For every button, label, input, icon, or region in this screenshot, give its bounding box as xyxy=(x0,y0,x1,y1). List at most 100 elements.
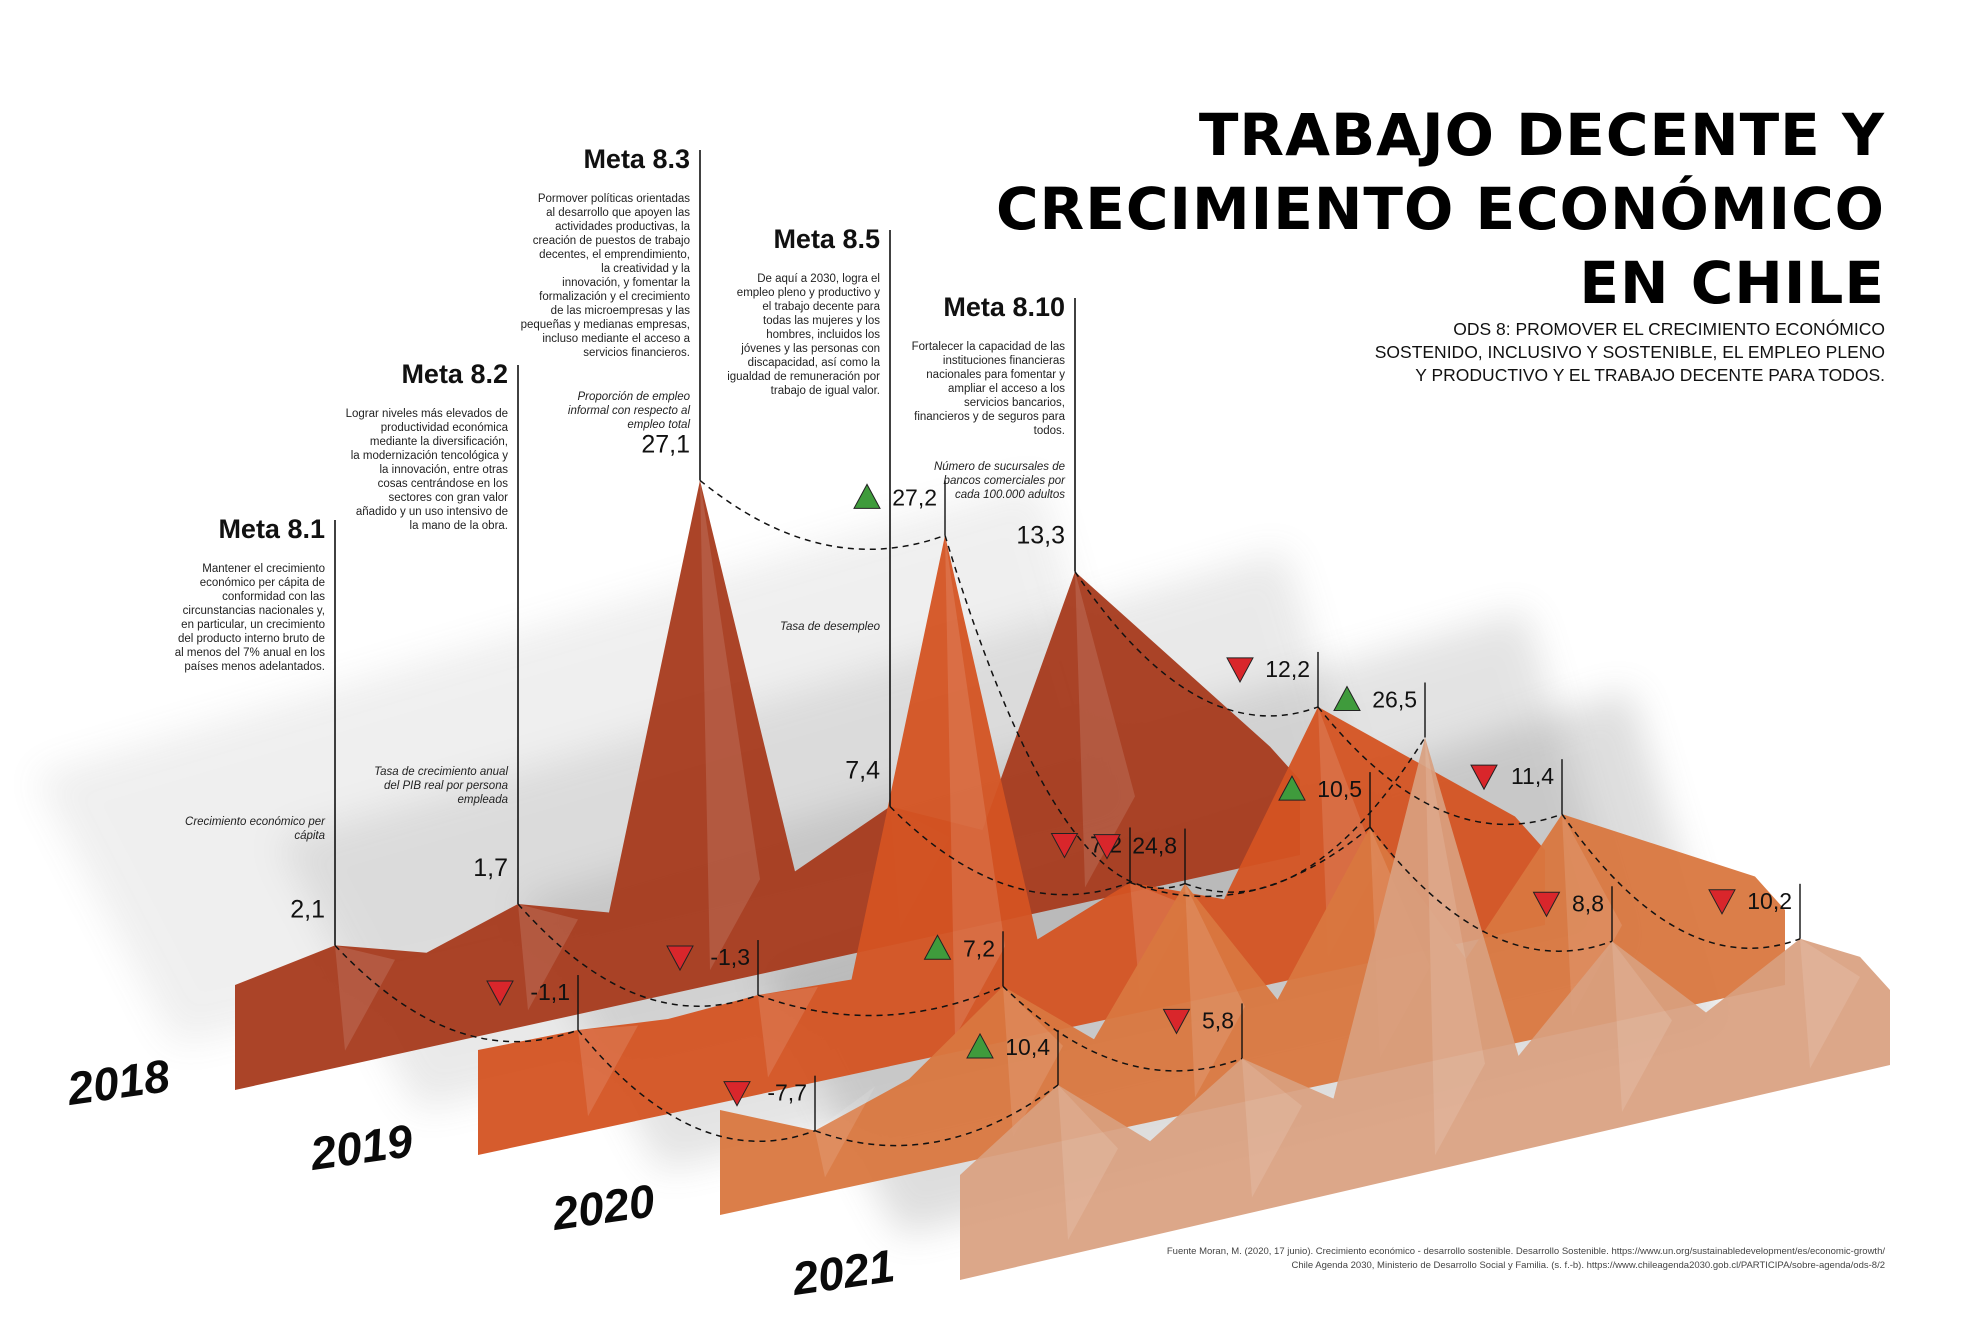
year-label-2021: 2021 xyxy=(788,1239,898,1305)
value-label-2020: 11,4 xyxy=(1511,763,1554,789)
meta-description-line: al desarrollo que apoyen las xyxy=(546,207,690,219)
value-label-2018: 13,3 xyxy=(1016,522,1065,550)
meta-description-line: innovación, y fomentar la xyxy=(562,277,690,289)
peak-facet xyxy=(1003,986,1063,1137)
meta-description-line: todos. xyxy=(1034,425,1065,437)
meta-description-line: productividad económica xyxy=(381,422,509,434)
peak-facet xyxy=(1075,571,1135,888)
peak-facet xyxy=(1612,941,1672,1112)
meta-description-line: cosas centrándose en los xyxy=(378,478,509,490)
meta-description-line: creación de puestos de trabajo xyxy=(533,235,690,247)
trend-down-icon xyxy=(1532,891,1561,918)
meta-indicator-line: empleada xyxy=(457,794,508,806)
trend-up-icon xyxy=(1333,685,1361,711)
connector-arc xyxy=(699,479,946,551)
title-line-3: EN CHILE xyxy=(1579,249,1885,317)
ribbon-2020 xyxy=(720,814,1785,1215)
meta-title: Meta 8.3 xyxy=(583,144,690,174)
meta-description-line: económico per cápita de xyxy=(200,577,325,589)
meta-description-line: la creatividad y la xyxy=(601,263,690,275)
trend-down-icon xyxy=(1470,764,1498,791)
connector-arc xyxy=(1561,813,1801,949)
meta-description-line: empleo pleno y productivo y xyxy=(737,287,880,299)
connector-layer xyxy=(334,150,1801,1147)
meta-description-line: ampliar el acceso a los xyxy=(948,383,1065,395)
meta-description-line: la mano de la obra. xyxy=(410,520,508,532)
meta-description-line: financieros y de seguros para xyxy=(914,411,1065,423)
trend-down-icon xyxy=(1226,657,1254,683)
meta-indicator-line: del PIB real por persona xyxy=(384,780,508,792)
trend-up-icon xyxy=(853,483,881,509)
value-label-2018: 2,1 xyxy=(290,895,325,923)
trend-down-icon xyxy=(666,945,694,972)
meta-description-line: la innovación, entre otras xyxy=(380,464,509,476)
connector-arc xyxy=(814,1084,1059,1147)
chart-subtitle: ODS 8: PROMOVER EL CRECIMIENTO ECONÓMICO… xyxy=(1374,319,1885,385)
meta-indicator-line: cápita xyxy=(294,830,325,842)
value-label-2020: 10,5 xyxy=(1317,776,1362,802)
peak-facet xyxy=(945,535,1005,1038)
meta-indicator-line: Número de sucursales de xyxy=(934,461,1065,473)
meta-title: Meta 8.5 xyxy=(773,224,880,254)
meta-description-line: decentes, el emprendimiento, xyxy=(539,249,690,261)
meta-description-line: instituciones financieras xyxy=(943,355,1065,367)
meta-description-line: hombres, incluidos los xyxy=(766,329,880,341)
meta-indicator-line: Tasa de crecimiento anual xyxy=(374,766,508,778)
ribbon-2021 xyxy=(960,737,1890,1280)
value-label-2021: 5,8 xyxy=(1202,1007,1234,1033)
peak-facet xyxy=(1425,737,1485,1156)
meta-indicator-line: Crecimiento económico per xyxy=(185,816,326,828)
value-label-2020: -7,7 xyxy=(767,1080,807,1106)
connector-arc xyxy=(577,1029,816,1143)
meta-description-line: al menos del 7% anual en los xyxy=(175,647,325,659)
meta-title: Meta 8.2 xyxy=(401,359,508,389)
value-label-2021: 8,8 xyxy=(1572,890,1604,916)
trend-down-icon xyxy=(1050,832,1079,859)
value-label-2018: 27,1 xyxy=(641,430,690,458)
trend-down-icon xyxy=(1093,834,1121,860)
source-line-1: Fuente Moran, M. (2020, 17 junio). Creci… xyxy=(1166,1246,1885,1257)
meta-description-line: igualdad de remuneración por xyxy=(727,371,880,383)
peak-facet xyxy=(1800,938,1860,1069)
peak-facet xyxy=(1562,814,1622,1016)
meta-description-line: el trabajo decente para xyxy=(762,301,880,313)
trend-down-icon xyxy=(1162,1008,1191,1035)
ribbon-2018 xyxy=(235,480,1300,1090)
meta-description-line: De aquí a 2030, logra el xyxy=(757,273,880,285)
meta-description-line: la modernización tencológica y xyxy=(351,450,509,462)
trend-up-icon xyxy=(966,1032,994,1059)
meta-description-line: discapacidad, así como la xyxy=(748,357,881,369)
meta-title: Meta 8.1 xyxy=(218,514,325,544)
value-label-2019: 12,2 xyxy=(1265,656,1310,682)
meta-description-line: trabajo de igual valor. xyxy=(771,385,880,397)
meta-description-line: añadido y un uso intensivo de xyxy=(356,506,508,518)
meta-indicator-line: cada 100.000 adultos xyxy=(955,489,1065,501)
year-label-2020: 2020 xyxy=(548,1174,658,1240)
meta-description-line: servicios financieros. xyxy=(583,347,690,359)
peak-facet xyxy=(335,945,395,1051)
peak-facet xyxy=(815,1086,875,1178)
connector-arc xyxy=(889,805,1131,896)
meta-description-line: circunstancias nacionales y, xyxy=(183,605,325,617)
value-label-2021: 26,5 xyxy=(1372,687,1417,713)
title-line-2: CRECIMIENTO ECONÓMICO xyxy=(995,175,1885,243)
connector-arc xyxy=(517,903,759,1007)
value-label-2019: 27,2 xyxy=(892,484,937,510)
peak-facet xyxy=(758,986,818,1078)
meta-indicator-line: bancos comerciales por xyxy=(944,475,1067,487)
value-label-2018: 1,7 xyxy=(473,854,508,882)
meta-description-line: en particular, un crecimiento xyxy=(181,619,325,631)
meta-description-line: nacionales para fomentar y xyxy=(926,369,1065,381)
value-label-2021: 10,4 xyxy=(1005,1034,1050,1060)
value-label-layer: 2,1 1,7 27,1 7,4 13,3 -1,1 -1,3 27,2 7,2 12,2 -7,7… xyxy=(290,430,1792,1107)
meta-description-line: países menos adelantados. xyxy=(184,661,325,673)
value-label-2020: 24,8 xyxy=(1132,833,1177,859)
value-label-2019: -1,3 xyxy=(710,944,750,970)
meta-description-line: servicios bancarios, xyxy=(964,397,1065,409)
year-label-2018: 2018 xyxy=(63,1049,173,1115)
connector-arc xyxy=(757,985,1004,1017)
meta-indicator-line: Proporción de empleo xyxy=(577,391,690,403)
meta-description-line: de las microempresas y las xyxy=(551,305,691,317)
value-label-2020: 7,2 xyxy=(963,935,995,961)
